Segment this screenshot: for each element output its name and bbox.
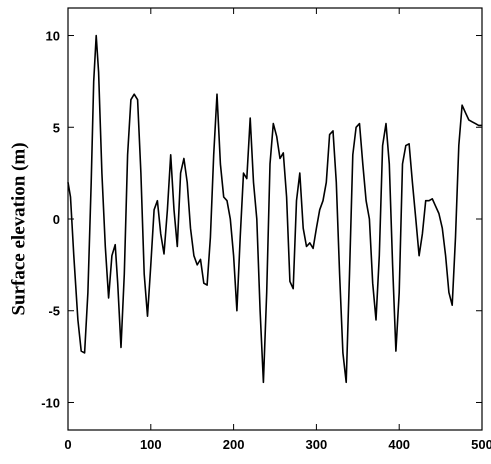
y-tick-label: 0 bbox=[53, 212, 60, 227]
x-tick-label: 0 bbox=[64, 437, 71, 452]
x-tick-label: 200 bbox=[223, 437, 245, 452]
x-tick-label: 400 bbox=[388, 437, 410, 452]
axis-ticks bbox=[67, 8, 483, 430]
x-tick-label: 100 bbox=[140, 437, 162, 452]
y-tick-label: 5 bbox=[53, 120, 60, 135]
x-tick-label: 300 bbox=[306, 437, 328, 452]
plot-area-frame bbox=[67, 7, 483, 431]
y-axis-label: Surface elevation (m) bbox=[8, 142, 29, 315]
y-tick-label: -5 bbox=[48, 304, 60, 319]
series-line-surface-elevation bbox=[67, 34, 482, 384]
y-tick-label: 10 bbox=[46, 29, 60, 44]
y-tick-label: -10 bbox=[41, 395, 60, 410]
x-tick-label: 500 bbox=[471, 437, 491, 452]
axis-tick-labels: 0 100 200 300 400 500 10 5 0 -5 -10 bbox=[41, 29, 491, 452]
